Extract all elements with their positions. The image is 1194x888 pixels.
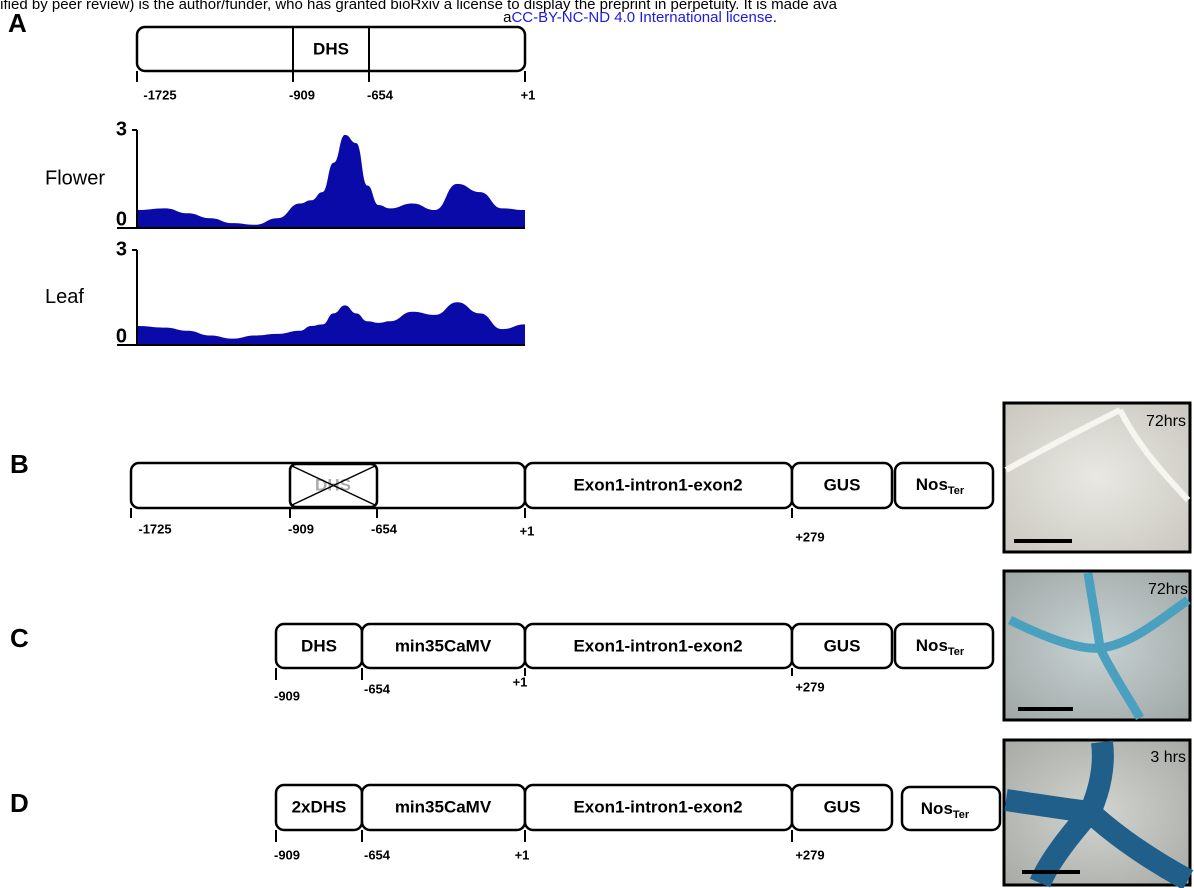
- tick-label: -654: [364, 847, 391, 862]
- segment-label: GUS: [824, 636, 861, 655]
- tick-label: +279: [795, 847, 824, 862]
- nos: Nos: [916, 475, 948, 494]
- tick-label: -654: [367, 87, 394, 102]
- tick-label: -909: [274, 688, 300, 703]
- tick-label: -1725: [138, 521, 171, 536]
- segment-label: min35CaMV: [395, 797, 492, 816]
- ter: Ter: [948, 485, 965, 497]
- coverage-area: [137, 302, 525, 345]
- tick-label: -1725: [143, 87, 176, 102]
- y-tick-label: 3: [116, 238, 127, 260]
- coverage-area: [137, 135, 525, 228]
- nos: Nos: [921, 799, 953, 818]
- micrograph: 3 hrs: [1004, 740, 1190, 885]
- segment-label: DHS: [301, 636, 337, 655]
- y-axis-label: Flower: [45, 167, 105, 189]
- tracks: 0 3 Flower 0 3 Leaf: [45, 118, 525, 347]
- ter: Ter: [953, 809, 970, 821]
- segment-label: GUS: [824, 475, 861, 494]
- y-tick-label: 0: [116, 325, 127, 347]
- tick-label: -909: [274, 847, 300, 862]
- panel-label: B: [10, 449, 29, 479]
- segment-label: Exon1-intron1-exon2: [573, 797, 742, 816]
- tick-label: +279: [795, 679, 824, 694]
- tick-label: +1: [513, 674, 528, 689]
- license-suffix: .: [773, 9, 777, 26]
- panel-label: A: [8, 8, 27, 38]
- tick-label: -909: [288, 521, 314, 536]
- tick-label: +279: [795, 529, 824, 544]
- ter: Ter: [948, 646, 965, 658]
- image-caption: 3 hrs: [1150, 749, 1186, 766]
- segment-label: Exon1-intron1-exon2: [573, 475, 742, 494]
- tick-label: +1: [515, 847, 530, 862]
- figure: tified by peer review) is the author/fun…: [0, 0, 1194, 888]
- license-line: aCC-BY-NC-ND 4.0 International license.: [503, 9, 777, 26]
- license-link[interactable]: CC-BY-NC-ND 4.0 International license: [511, 9, 772, 26]
- y-tick-label: 0: [116, 208, 127, 230]
- segment-label: GUS: [824, 797, 861, 816]
- panel-label: C: [10, 623, 29, 653]
- segment-label: 2xDHS: [292, 797, 347, 816]
- nos: Nos: [916, 636, 948, 655]
- micrograph: 72hrs: [1004, 403, 1190, 552]
- ticks: -1725 -909 -654 +1: [137, 71, 535, 102]
- tick-label: -654: [364, 681, 391, 696]
- page: tified by peer review) is the author/fun…: [0, 0, 1194, 888]
- panel-label: D: [10, 788, 29, 818]
- segment-label: min35CaMV: [395, 636, 492, 655]
- y-axis-label: Leaf: [45, 286, 84, 308]
- segment-label: Exon1-intron1-exon2: [573, 636, 742, 655]
- image-caption: 72hrs: [1146, 413, 1186, 430]
- y-tick-label: 3: [116, 118, 127, 140]
- segment-label: DHS: [313, 39, 349, 58]
- tick-label: -909: [289, 87, 315, 102]
- tick-label: +1: [521, 87, 536, 102]
- tick-label: +1: [520, 523, 535, 538]
- image-caption: 72hrs: [1148, 581, 1188, 598]
- micrograph: 72hrs: [1004, 571, 1190, 720]
- tick-label: -654: [371, 521, 398, 536]
